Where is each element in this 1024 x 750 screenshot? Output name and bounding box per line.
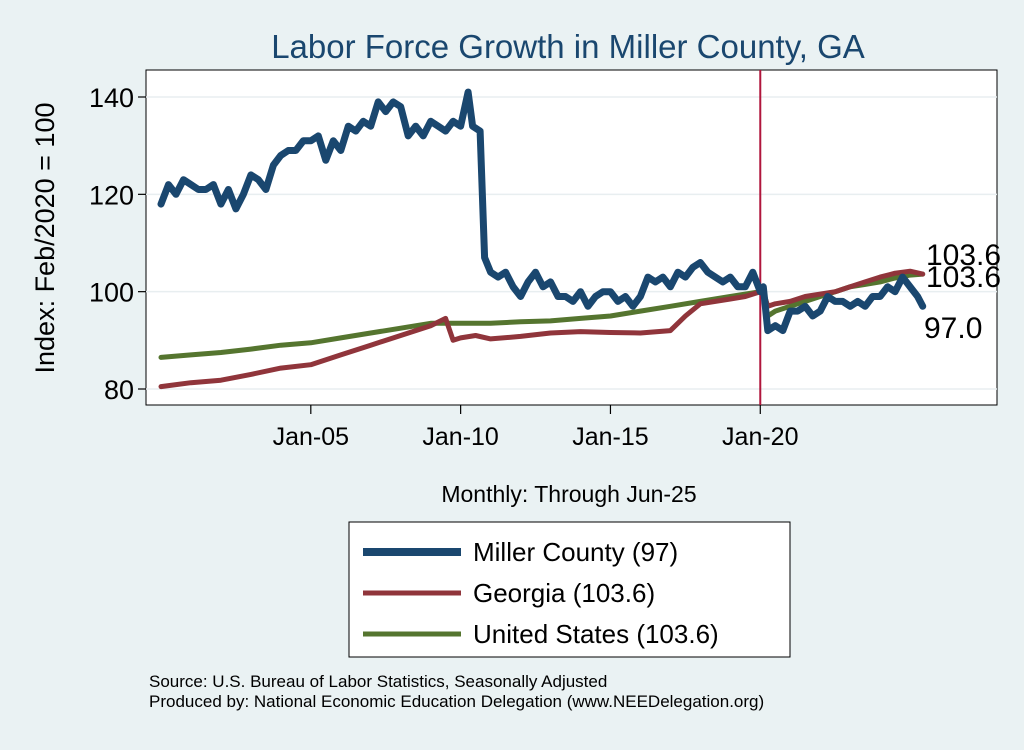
x-tick-label-Jan-10: Jan-10 (422, 423, 498, 451)
legend-item-united-states: United States (103.6) (363, 619, 719, 649)
x-axis: Jan-05 Jan-10 Jan-15 Jan-20 (273, 405, 799, 451)
series-line-miller-county (157, 88, 927, 335)
x-axis-label: Monthly: Through Jun-25 (441, 481, 696, 507)
y-axis-label: Index: Feb/2020 = 100 (30, 103, 60, 374)
legend-label-united-states: United States (103.6) (473, 619, 719, 649)
end-label-georgia: 103.6 (926, 239, 1001, 272)
y-axis: 80 100 120 140 (89, 83, 146, 405)
legend-item-miller-county: Miller County (97) (363, 537, 678, 567)
source-notes: Source: U.S. Bureau of Labor Statistics,… (149, 672, 764, 712)
produced-by-line: Produced by: National Economic Education… (149, 692, 765, 711)
y-tick-label-100: 100 (89, 278, 134, 308)
y-tick-label-120: 120 (89, 180, 134, 210)
legend-item-georgia: Georgia (103.6) (363, 578, 655, 608)
x-tick-label-Jan-20: Jan-20 (722, 423, 798, 451)
chart-title: Labor Force Growth in Miller County, GA (271, 28, 865, 65)
end-label-united-states: 103.6 (926, 261, 1001, 294)
y-tick-label-80: 80 (104, 375, 134, 405)
plot-area (145, 69, 998, 406)
legend-label-miller-county: Miller County (97) (473, 537, 678, 567)
end-label-miller-county: 97.0 (924, 312, 982, 345)
series-lines (157, 88, 927, 390)
source-line: Source: U.S. Bureau of Labor Statistics,… (149, 672, 608, 691)
x-tick-label-Jan-05: Jan-05 (273, 423, 349, 451)
grid-lines (146, 96, 997, 390)
legend-label-georgia: Georgia (103.6) (473, 578, 655, 608)
x-tick-label-Jan-15: Jan-15 (572, 423, 648, 451)
y-tick-label-140: 140 (89, 83, 134, 113)
series-line-georgia (158, 268, 926, 390)
